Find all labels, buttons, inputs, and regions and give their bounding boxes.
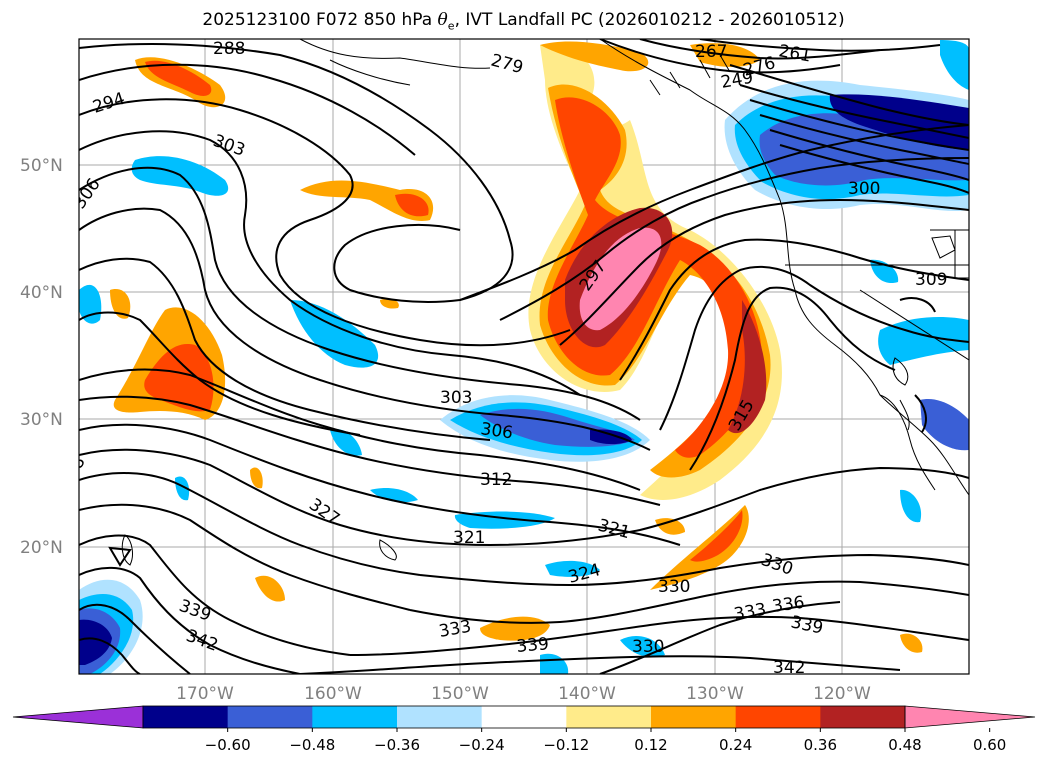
theta-e-contours bbox=[79, 39, 969, 674]
longitude-labels: 170°W 160°W 150°W 140°W 130°W 120°W bbox=[176, 684, 871, 704]
colorbar-swatch bbox=[735, 706, 821, 728]
contour-label: 309 bbox=[915, 270, 947, 290]
map-plot-area: 288 294 303 306 279 267 261 249 276 300 … bbox=[67, 39, 969, 678]
colorbar-frame bbox=[142, 705, 906, 729]
lon-label-150w: 150°W bbox=[431, 684, 489, 704]
coastlines bbox=[121, 39, 969, 566]
map-frame bbox=[78, 38, 970, 675]
contour-label: 336 bbox=[771, 593, 806, 617]
contour-label: 303 bbox=[440, 388, 472, 408]
contour-label: 300 bbox=[848, 179, 880, 199]
colorbar bbox=[12, 705, 1036, 729]
colorbar-swatch bbox=[312, 706, 398, 728]
lon-label-170w: 170°W bbox=[176, 684, 234, 704]
colorbar-tick-label: 0.24 bbox=[719, 736, 752, 754]
colorbar-tick-label: −0.36 bbox=[374, 736, 420, 754]
contour-label: 339 bbox=[516, 634, 550, 657]
lon-label-130w: 130°W bbox=[686, 684, 744, 704]
lat-label-20n: 20°N bbox=[20, 538, 63, 558]
lat-label-50n: 50°N bbox=[20, 156, 63, 176]
colorbar-swatch bbox=[397, 706, 483, 728]
chart-title: 2025123100 F072 850 hPa θe, IVT Landfall… bbox=[202, 10, 845, 33]
lon-label-160w: 160°W bbox=[304, 684, 362, 704]
contour-label: 8 bbox=[67, 453, 90, 472]
colorbar-tick-label: −0.12 bbox=[543, 736, 589, 754]
colorbar-extend-high bbox=[904, 705, 1036, 729]
contour-label: 288 bbox=[213, 39, 245, 59]
colorbar-tick-label: 0.60 bbox=[973, 736, 1006, 754]
colorbar-tick-label: 0.36 bbox=[804, 736, 837, 754]
colorbar-tick-label: −0.24 bbox=[459, 736, 505, 754]
colorbar-tick-label: 0.48 bbox=[888, 736, 921, 754]
lat-label-40n: 40°N bbox=[20, 283, 63, 303]
contour-labels: 288 294 303 306 279 267 261 249 276 300 … bbox=[67, 39, 947, 678]
contour-label: 312 bbox=[480, 470, 512, 490]
contour-label: 306 bbox=[479, 419, 514, 443]
colorbar-swatch bbox=[143, 706, 229, 728]
positive-pc-shading bbox=[110, 41, 923, 653]
colorbar-swatch bbox=[481, 706, 567, 728]
colorbar-tick-label: −0.60 bbox=[205, 736, 251, 754]
colorbar-swatch bbox=[820, 706, 906, 728]
contour-label: 330 bbox=[658, 577, 690, 597]
lat-label-30n: 30°N bbox=[20, 410, 63, 430]
lon-label-120w: 120°W bbox=[813, 684, 871, 704]
colorbar-swatch bbox=[651, 706, 737, 728]
colorbar-swatch bbox=[566, 706, 652, 728]
latitude-labels: 50°N 40°N 30°N 20°N bbox=[20, 156, 63, 558]
lon-label-140w: 140°W bbox=[558, 684, 616, 704]
colorbar-tick-labels: −0.60 −0.48 −0.36 −0.24 −0.12 0.12 0.24 0.36 0.4… bbox=[205, 728, 1006, 754]
colorbar-tick-label: −0.48 bbox=[289, 736, 335, 754]
contour-label: 330 bbox=[632, 637, 664, 657]
colorbar-swatch bbox=[227, 706, 313, 728]
colorbar-extend-low bbox=[12, 705, 144, 729]
contour-label: 267 bbox=[695, 42, 727, 62]
colorbar-tick-label: 0.12 bbox=[634, 736, 667, 754]
contour-label: 342 bbox=[773, 658, 805, 678]
contour-label: 321 bbox=[453, 528, 485, 548]
